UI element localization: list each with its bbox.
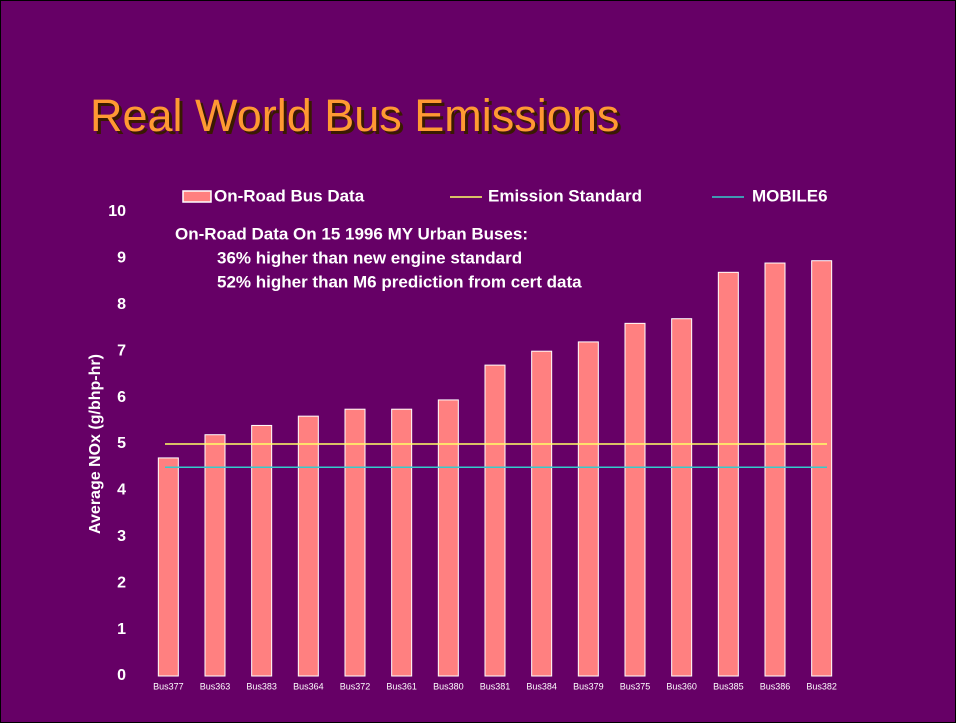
- x-tick-label: Bus372: [340, 681, 371, 691]
- x-tick-label: Bus382: [806, 681, 837, 691]
- legend-label: MOBILE6: [752, 186, 828, 205]
- chart-title-shadow: Real World Bus Emissions: [93, 93, 622, 144]
- x-tick-label: Bus377: [153, 681, 184, 691]
- bar: [391, 408, 413, 677]
- legend-label: Emission Standard: [488, 186, 642, 205]
- bar: [204, 434, 226, 677]
- bar: [577, 341, 599, 677]
- x-tick-label: Bus375: [620, 681, 651, 691]
- x-tick-label: Bus380: [433, 681, 464, 691]
- bar: [251, 424, 273, 677]
- y-tick-label: 1: [117, 621, 126, 638]
- bar: [157, 457, 179, 677]
- legend-label: On-Road Bus Data: [214, 186, 365, 205]
- bar: [344, 408, 366, 677]
- annotation: 52% higher than M6 prediction from cert …: [217, 272, 582, 291]
- y-tick-label: 9: [117, 250, 126, 267]
- bar: [437, 399, 459, 677]
- y-tick-label: 5: [117, 435, 126, 452]
- bar: [811, 260, 833, 677]
- y-axis-label: Average NOx (g/bhp-hr): [87, 354, 104, 534]
- x-tick-label: Bus386: [760, 681, 791, 691]
- bar: [764, 262, 786, 677]
- y-tick-label: 3: [117, 528, 126, 545]
- annotation: 36% higher than new engine standard: [217, 248, 522, 267]
- y-tick-label: 4: [117, 482, 126, 499]
- y-tick-label: 7: [117, 342, 126, 359]
- x-tick-label: Bus361: [386, 681, 417, 691]
- y-tick-label: 0: [117, 667, 126, 684]
- y-tick-label: 6: [117, 389, 126, 406]
- x-tick-label: Bus383: [246, 681, 277, 691]
- bar: [717, 271, 739, 677]
- bar: [531, 350, 553, 677]
- chart-title: Real World Bus Emissions: [90, 90, 619, 141]
- bar: [297, 415, 319, 677]
- x-tick-label: Bus384: [526, 681, 557, 691]
- x-tick-label: Bus385: [713, 681, 744, 691]
- x-tick-label: Bus381: [480, 681, 511, 691]
- legend-swatch: [182, 190, 212, 203]
- annotation: On-Road Data On 15 1996 MY Urban Buses:: [175, 224, 528, 243]
- bar: [484, 364, 506, 677]
- x-tick-label: Bus360: [666, 681, 697, 691]
- x-tick-label: Bus379: [573, 681, 604, 691]
- x-tick-label: Bus364: [293, 681, 324, 691]
- x-tick-label: Bus363: [200, 681, 231, 691]
- y-tick-label: 8: [117, 296, 126, 313]
- bar: [671, 318, 693, 677]
- y-tick-label: 2: [117, 574, 126, 591]
- y-tick-label: 10: [108, 203, 126, 220]
- bar: [624, 322, 646, 677]
